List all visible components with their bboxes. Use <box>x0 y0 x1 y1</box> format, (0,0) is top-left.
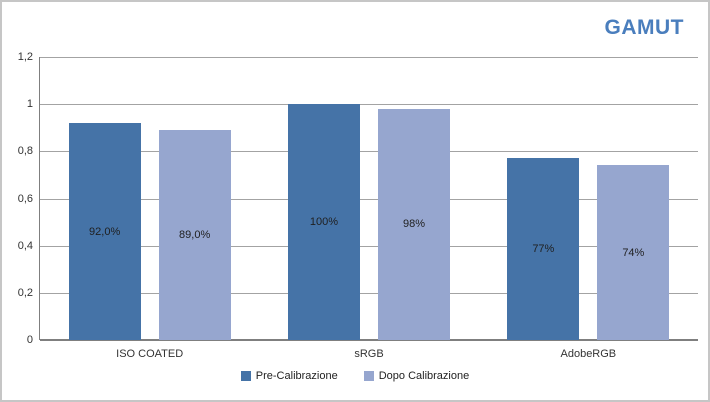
x-axis-labels: ISO COATED sRGB AdobeRGB <box>40 348 698 362</box>
legend-label: Dopo Calibrazione <box>378 370 470 382</box>
x-category-label: AdobeRGB <box>560 348 617 360</box>
y-tick-label: 0,8 <box>17 145 33 158</box>
bar-data-label: 89,0% <box>179 229 211 242</box>
legend: Pre-Calibrazione Dopo Calibrazione <box>2 370 708 382</box>
legend-swatch <box>240 371 251 381</box>
y-tick-label: 0 <box>26 334 33 346</box>
chart-title: GAMUT <box>604 16 684 39</box>
bar: 92,0% <box>68 123 141 340</box>
legend-item: Pre-Calibrazione <box>240 370 338 382</box>
legend-swatch <box>363 371 374 381</box>
legend-item: Dopo Calibrazione <box>363 370 470 382</box>
y-axis-labels: 0 0,2 0,4 0,6 0,8 1 1,2 <box>2 51 33 346</box>
x-category-label: ISO COATED <box>116 348 184 360</box>
y-tick-label: 1 <box>26 98 33 111</box>
bar-data-label: 100% <box>309 216 339 229</box>
y-axis-line <box>39 57 40 340</box>
bar: 77% <box>507 158 580 340</box>
gridline <box>40 151 698 153</box>
y-tick-label: 0,2 <box>17 286 33 299</box>
bar: 100% <box>288 104 360 340</box>
plot-area: 92,0% 89,0% 100% 98% 77% 74% <box>39 57 698 341</box>
gridline <box>40 292 698 294</box>
gridline <box>40 198 698 200</box>
y-tick-label: 0,4 <box>17 239 33 252</box>
bar: 89,0% <box>158 130 231 340</box>
gridline <box>40 57 698 58</box>
y-tick-label: 1,2 <box>17 51 33 63</box>
bar-data-label: 98% <box>402 218 426 231</box>
bar-data-label: 77% <box>532 243 555 256</box>
x-axis-line <box>40 339 698 341</box>
legend-label: Pre-Calibrazione <box>255 370 338 382</box>
bar-data-label: 92,0% <box>89 225 121 238</box>
bar-data-label: 74% <box>622 246 645 259</box>
y-tick-label: 0,6 <box>17 192 33 205</box>
x-category-label: sRGB <box>354 348 384 360</box>
bar: 98% <box>378 108 450 340</box>
bar: 74% <box>597 165 670 340</box>
gridline <box>40 104 698 106</box>
gridline <box>40 245 698 247</box>
